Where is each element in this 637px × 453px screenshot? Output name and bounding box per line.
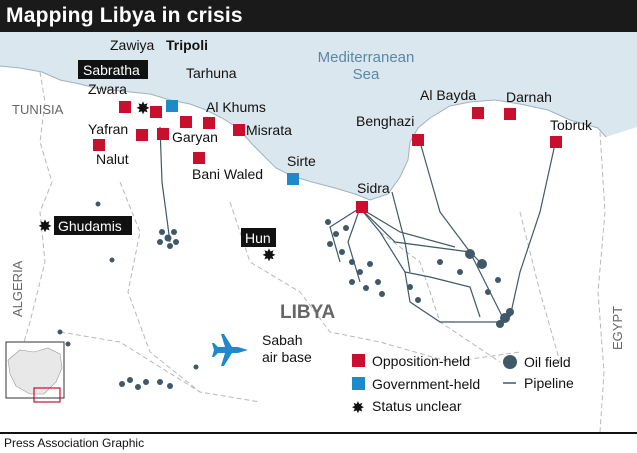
map-title: Mapping Libya in crisis <box>6 4 243 27</box>
country-label-algeria: ALGERIA <box>10 260 25 317</box>
title-bar: Mapping Libya in crisis <box>0 0 637 32</box>
footer: Press Association Graphic <box>0 432 637 453</box>
fighter-jet-icon <box>212 334 248 366</box>
unclear-markers: ✸ ✸ ✸ <box>38 99 276 265</box>
legend-pipeline-label: Pipeline <box>524 375 574 391</box>
city-label-al-khums: Al Khums <box>206 99 266 115</box>
svg-text:✸: ✸ <box>262 246 276 265</box>
government-markers <box>166 100 299 185</box>
pipelines <box>159 126 556 323</box>
city-labels: Zawiya Tripoli Tarhuna Zwara Al Khums Ya… <box>88 37 593 196</box>
svg-text:✸: ✸ <box>38 217 52 236</box>
city-label-bani-waled: Bani Waled <box>192 166 263 182</box>
city-label-benghazi: Benghazi <box>356 113 414 129</box>
air-base-label: Sabah <box>262 332 302 348</box>
city-label-misrata: Misrata <box>246 122 292 138</box>
city-label-zawiya: Zawiya <box>110 37 155 53</box>
legend-opposition-label: Opposition-held <box>372 353 470 369</box>
city-label-nalut: Nalut <box>96 151 129 167</box>
legend-government-label: Government-held <box>372 376 480 392</box>
svg-text:✸: ✸ <box>136 99 150 118</box>
opposition-markers <box>93 101 562 213</box>
city-label-sidra: Sidra <box>357 180 390 196</box>
city-label-ghudamis: Ghudamis <box>58 218 122 234</box>
city-label-al-bayda: Al Bayda <box>420 87 476 103</box>
sea-label-2: Sea <box>353 66 380 83</box>
map-canvas: Mediterranean Sea LIBYA TUNISIA ALGERIA … <box>0 32 637 432</box>
coastline <box>0 65 607 201</box>
hun-label-box <box>241 228 276 247</box>
city-label-sabratha: Sabratha <box>83 62 140 78</box>
city-label-darnah: Darnah <box>506 89 552 105</box>
legend-opposition-swatch <box>352 354 365 367</box>
ghudamis-label-box <box>54 216 132 235</box>
city-label-zwara: Zwara <box>88 81 127 97</box>
air-base-label-2: air base <box>262 349 312 365</box>
city-label-yafran: Yafran <box>88 121 128 137</box>
city-label-tobruk: Tobruk <box>550 117 593 133</box>
legend: Opposition-held Government-held ✸ Status… <box>351 353 574 417</box>
sea-label: Mediterranean <box>318 49 415 66</box>
legend-unclear-label: Status unclear <box>372 398 462 414</box>
sabratha-label-box <box>78 60 148 79</box>
city-label-sirte: Sirte <box>287 153 316 169</box>
city-label-hun: Hun <box>245 230 271 246</box>
country-label-libya: LIBYA <box>280 302 336 323</box>
mediterranean-sea <box>0 32 637 200</box>
city-label-tarhuna: Tarhuna <box>186 65 237 81</box>
legend-unclear-swatch: ✸ <box>351 400 364 417</box>
legend-oil-label: Oil field <box>524 354 571 370</box>
district-borders <box>17 71 606 432</box>
country-label-egypt: EGYPT <box>610 306 625 350</box>
country-label-tunisia: TUNISIA <box>12 102 64 117</box>
locator-inset <box>5 341 65 403</box>
city-label-tripoli: Tripoli <box>166 37 208 53</box>
credit-line: Press Association Graphic <box>4 436 145 450</box>
legend-oil-swatch <box>503 355 517 369</box>
city-label-garyan: Garyan <box>172 129 218 145</box>
oil-fields <box>57 201 514 390</box>
legend-government-swatch <box>352 377 365 390</box>
